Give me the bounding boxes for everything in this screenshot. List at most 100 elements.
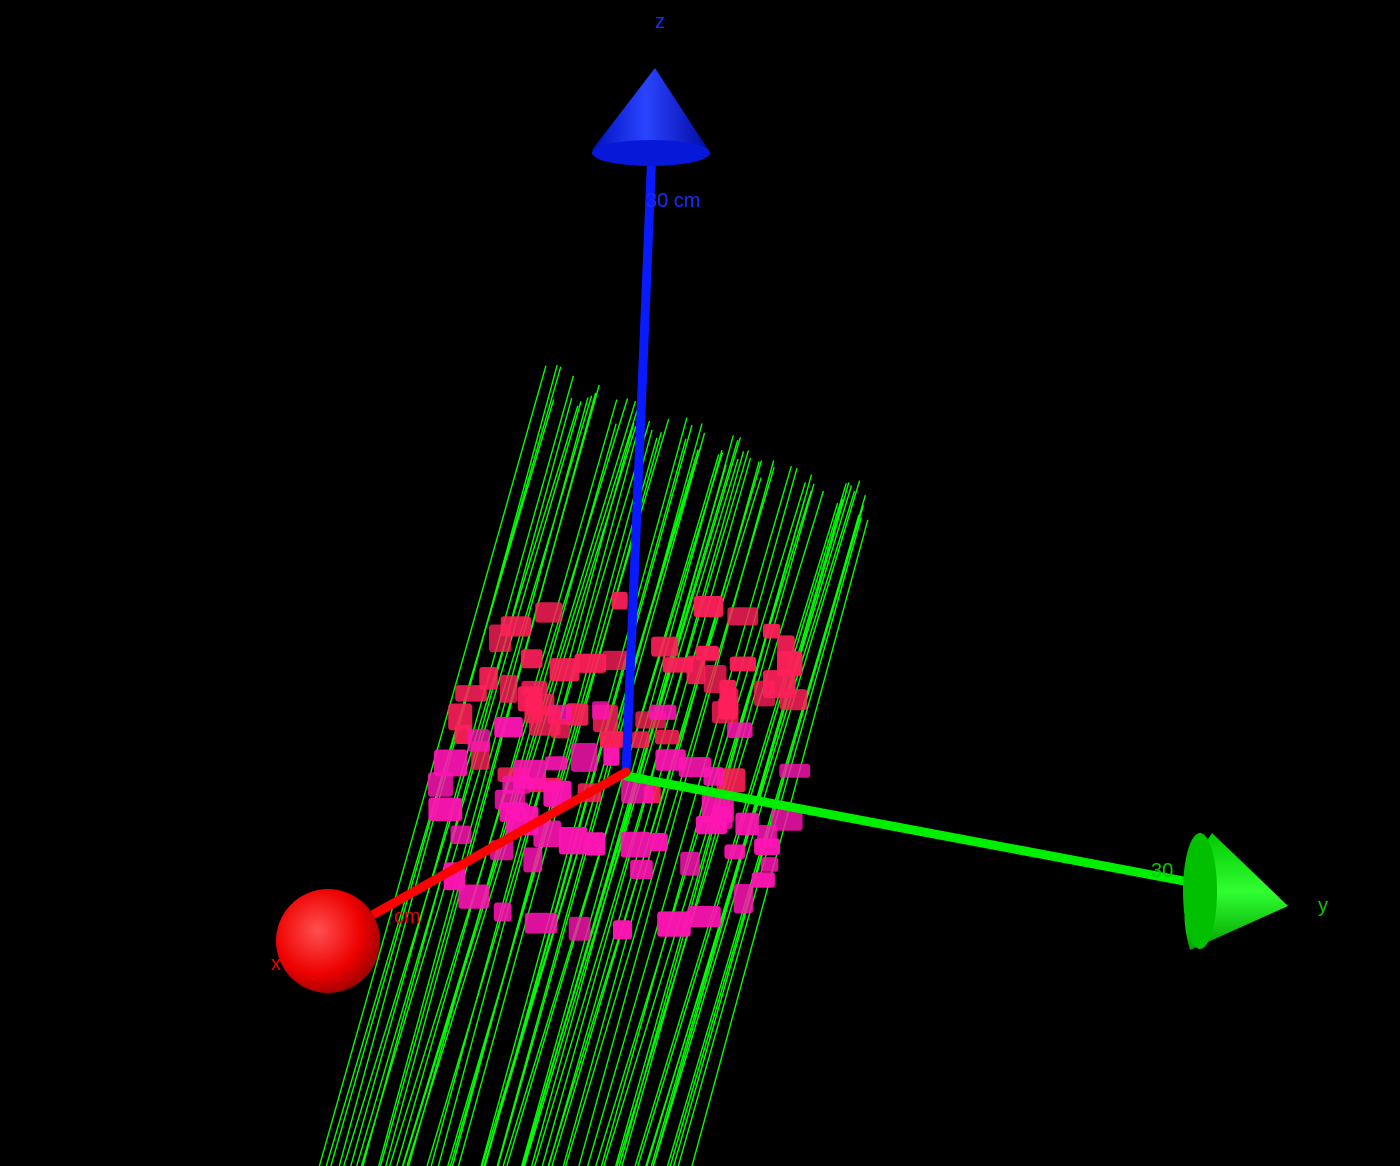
track-line — [430, 422, 635, 1166]
y-axis-tick-label: 30 — [1151, 860, 1173, 882]
hit-cell — [678, 757, 712, 778]
hit-cell — [680, 851, 700, 876]
hit-cell — [558, 827, 588, 855]
hit-cell — [574, 653, 607, 673]
hit-cell — [450, 825, 471, 845]
track-line — [356, 401, 582, 1166]
track-line — [343, 405, 579, 1166]
hit-cell — [754, 838, 781, 855]
hit-cell — [521, 680, 548, 696]
z-axis-tick-label: 30 cm — [646, 190, 700, 212]
hit-cell — [687, 906, 721, 928]
hit-cell — [524, 912, 558, 934]
hit-cell — [703, 767, 724, 786]
hit-cell — [771, 809, 803, 831]
hit-cell — [549, 658, 580, 682]
hit-cell — [657, 911, 691, 937]
x-axis-tick-label: cm — [394, 906, 421, 928]
track-line — [551, 460, 763, 1166]
track-line — [502, 452, 724, 1166]
hit-cell — [650, 833, 668, 852]
hit-cell — [693, 595, 723, 618]
hit-cell — [662, 657, 694, 673]
hit-cell — [632, 731, 650, 749]
track-line — [318, 365, 547, 1166]
hit-cell — [780, 689, 808, 711]
track-line — [634, 502, 839, 1166]
hit-cell — [751, 872, 775, 888]
track-line — [523, 458, 739, 1166]
hit-cell — [493, 902, 512, 922]
hit-cell — [533, 820, 562, 848]
hit-cell — [727, 607, 759, 626]
hit-cell — [711, 701, 739, 724]
hit-cell — [448, 703, 473, 731]
hit-cell — [727, 722, 753, 739]
x-axis: cm x — [271, 767, 631, 993]
hit-cell — [494, 789, 526, 810]
hit-cell — [545, 756, 568, 771]
hit-cell — [613, 920, 632, 940]
y-axis-name: y — [1318, 895, 1328, 917]
hit-cell — [763, 623, 781, 639]
hit-cell — [602, 650, 632, 670]
hit-cell — [735, 812, 759, 836]
z-axis: 30 cm z — [592, 11, 711, 777]
z-axis-name: z — [655, 11, 665, 33]
hit-cell — [570, 743, 598, 772]
hit-cell — [584, 832, 606, 856]
x-axis-name: x — [271, 953, 281, 975]
hit-cell — [458, 884, 489, 909]
hit-cell — [620, 831, 651, 858]
hit-cell — [523, 847, 543, 873]
hit-cell — [455, 685, 487, 702]
hit-cell — [543, 780, 572, 807]
hit-cell — [621, 778, 654, 804]
hit-cell — [724, 844, 745, 859]
hit-cell — [428, 772, 453, 797]
track-line — [533, 450, 750, 1166]
track-line — [360, 395, 593, 1166]
hit-cell — [651, 636, 679, 657]
hit-cell — [467, 729, 490, 752]
hit-cell — [733, 883, 754, 914]
hit-cell — [568, 916, 591, 941]
hit-cell — [630, 859, 653, 879]
hit-cell — [494, 717, 523, 738]
hit-cell — [729, 656, 756, 672]
hit-cell — [591, 701, 610, 720]
track-line — [379, 384, 600, 1166]
hit-cell — [428, 797, 463, 821]
hit-cell — [513, 759, 546, 789]
y-axis: 30 y — [621, 771, 1328, 950]
track-line — [564, 466, 775, 1166]
track-line — [484, 438, 687, 1166]
hit-cell — [777, 651, 803, 677]
hit-cell — [434, 749, 468, 777]
detector-hits — [428, 591, 811, 941]
z-axis-arrowhead — [592, 68, 711, 166]
hit-cell — [777, 635, 795, 657]
hit-cell — [719, 679, 737, 704]
track-line — [541, 451, 745, 1166]
hit-cell — [603, 744, 620, 766]
hit-cell — [655, 749, 686, 771]
track-line — [426, 420, 651, 1166]
track-line — [522, 464, 727, 1166]
hit-cell — [535, 602, 563, 623]
hit-cell — [565, 703, 589, 726]
track-line — [497, 432, 706, 1166]
hit-cell — [479, 667, 498, 690]
track-line — [548, 457, 752, 1166]
hit-cell — [648, 704, 677, 720]
hit-cell — [520, 649, 543, 669]
hit-cell — [654, 729, 680, 745]
hit-cell — [599, 731, 625, 748]
track-line — [521, 449, 723, 1166]
track-line — [437, 427, 640, 1166]
track-line — [587, 466, 792, 1166]
track-line — [362, 397, 573, 1166]
x-axis-arrowhead — [276, 889, 380, 993]
hit-cell — [500, 616, 532, 637]
